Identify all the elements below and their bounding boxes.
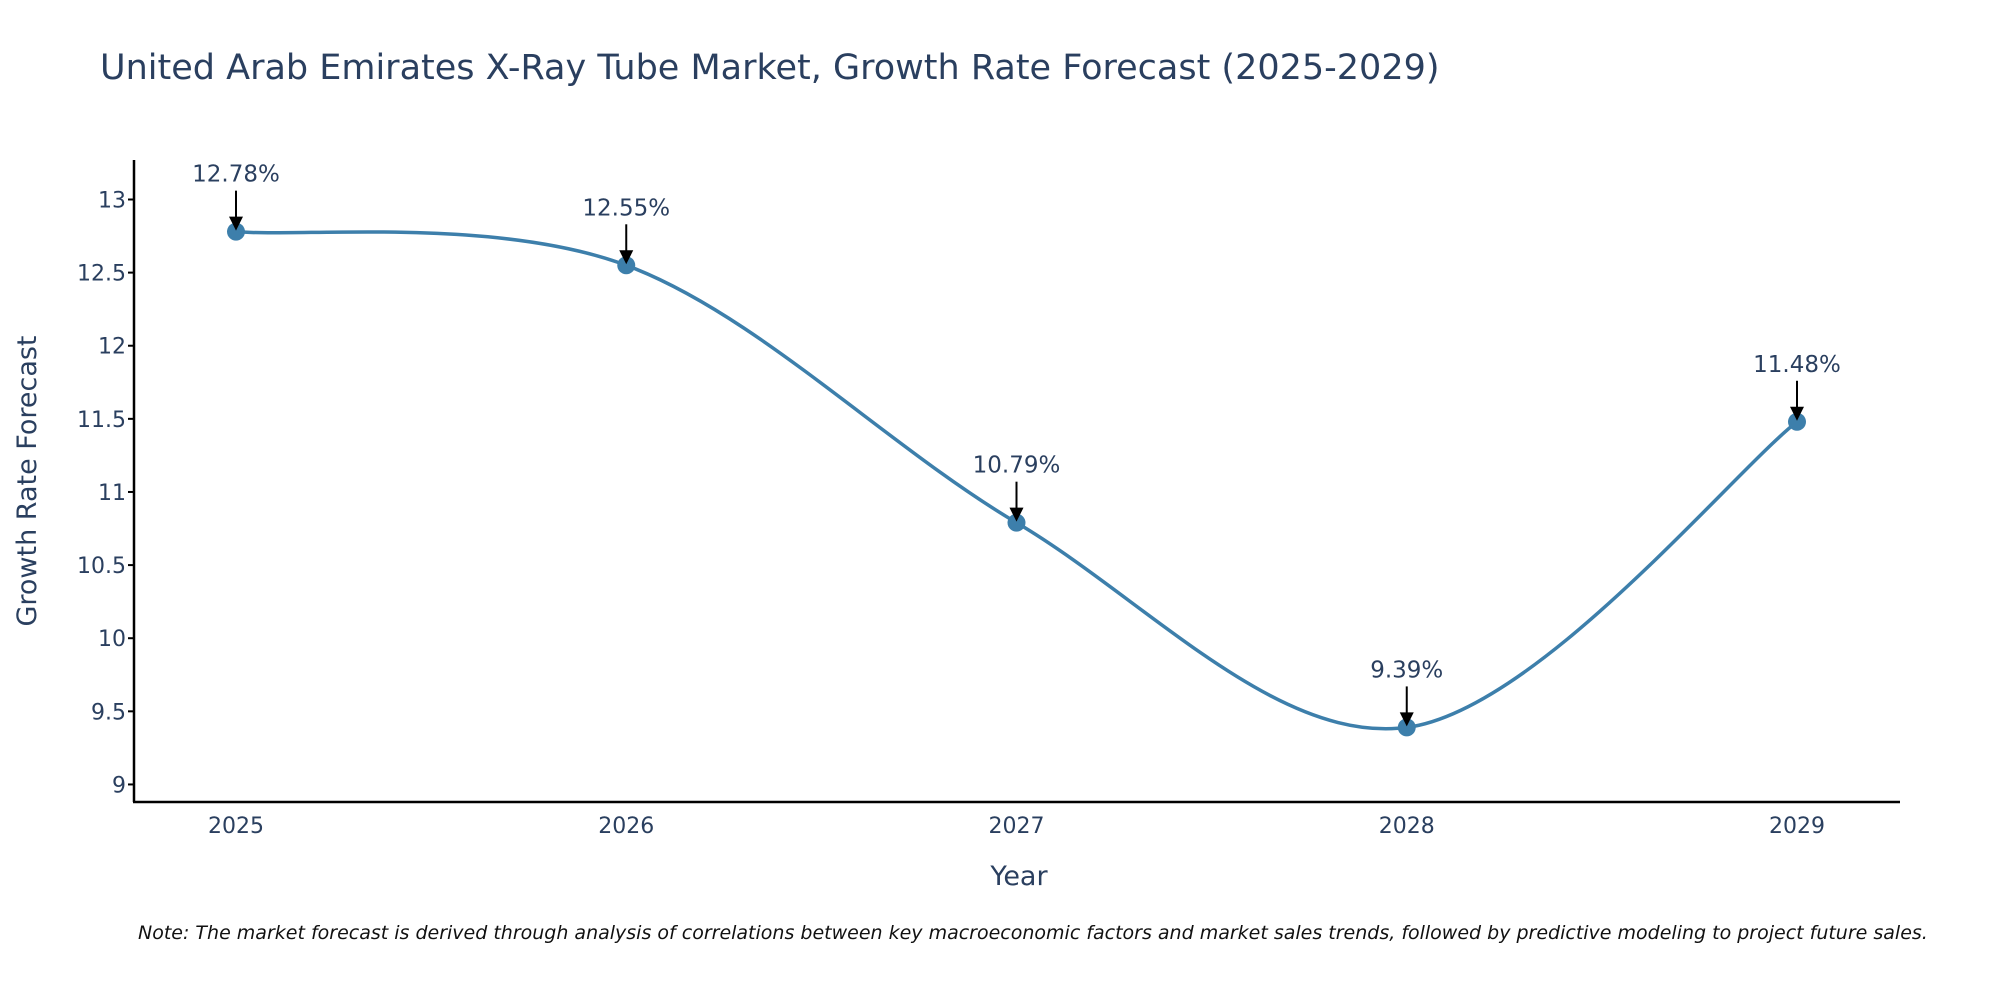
data-point-2025: [227, 222, 245, 241]
annotation-arrow-head: [1790, 406, 1804, 421]
data-label-2029: 11.48%: [1753, 352, 1841, 378]
chart-title: United Arab Emirates X-Ray Tube Market, …: [100, 48, 1440, 88]
data-point-2028: [1397, 718, 1416, 737]
series-line-growth-rate: [235, 229, 1799, 731]
annotation-arrow-head: [1399, 712, 1414, 727]
x-tick-label: 2028: [1379, 814, 1435, 839]
y-tick-label: 12: [98, 335, 126, 360]
y-tick-label: 13: [98, 188, 126, 213]
data-annotations: 12.78% 12.55% 10.79% 9.39% 11.48%: [192, 162, 1841, 727]
x-tick-label: 2027: [989, 814, 1045, 839]
data-label-2025: 12.78%: [192, 162, 280, 188]
data-label-2028: 9.39%: [1370, 657, 1443, 683]
axes: [132, 160, 1900, 804]
footnote: Note: The market forecast is derived thr…: [138, 922, 1928, 944]
y-tick-label: 10.5: [77, 554, 126, 579]
data-label-2027: 10.79%: [973, 453, 1061, 479]
x-tick-label: 2026: [598, 814, 654, 839]
series-markers: [227, 222, 1806, 737]
y-axis-ticks: 9 9.5 10 10.5 11 11.5 12 12.5 13: [77, 188, 134, 798]
annotation-arrow-head: [229, 216, 243, 231]
data-label-2026: 12.55%: [582, 195, 670, 221]
annotation-arrow-head: [1009, 507, 1024, 522]
data-point-2027: [1007, 513, 1026, 532]
x-tick-label: 2025: [208, 814, 264, 839]
y-tick-label: 12.5: [77, 262, 126, 287]
x-tick-label: 2029: [1769, 814, 1825, 839]
y-axis-title: Growth Rate Forecast: [12, 335, 43, 626]
y-tick-label: 10: [98, 627, 126, 652]
annotation-arrow-head: [619, 250, 634, 265]
x-axis-ticks: 2025 2026 2027 2028 2029: [208, 814, 1825, 839]
data-point-2029: [1788, 412, 1806, 431]
y-tick-label: 11: [98, 481, 126, 506]
y-tick-label: 11.5: [77, 408, 126, 433]
x-axis-title: Year: [989, 861, 1048, 892]
data-point-2026: [617, 256, 636, 275]
y-tick-label: 9.5: [91, 700, 126, 725]
y-tick-label: 9: [112, 773, 126, 798]
